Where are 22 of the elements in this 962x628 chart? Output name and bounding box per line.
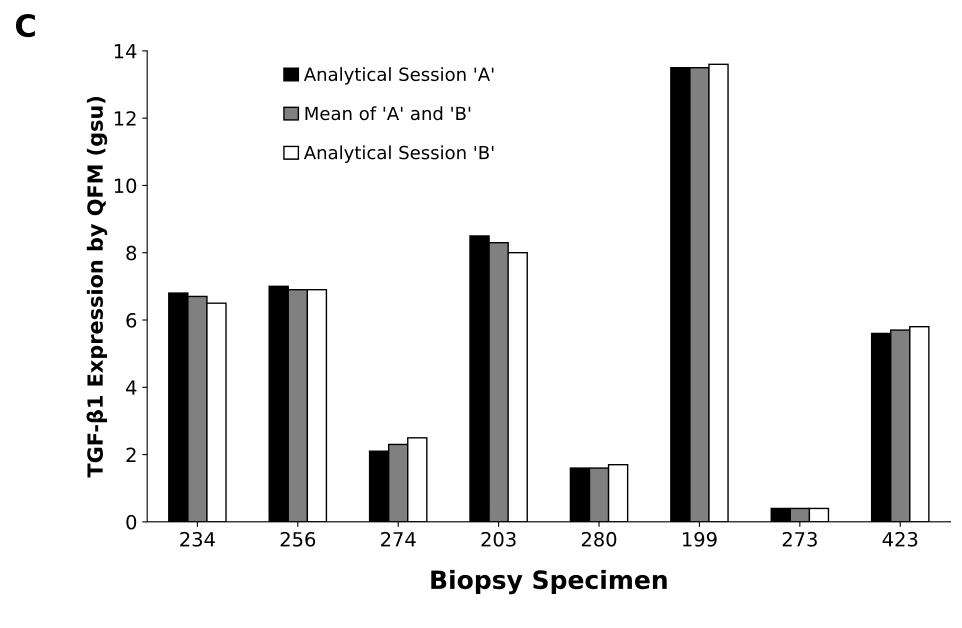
y-tick-label: 12 <box>114 111 136 126</box>
legend-label: Analytical Session 'A' <box>304 67 494 85</box>
legend-label: Mean of 'A' and 'B' <box>306 106 470 120</box>
y-tick-label: 0 <box>126 514 136 530</box>
x-axis-title: Biopsy Specimen <box>431 570 667 594</box>
y-tick-label: 4 <box>126 380 136 395</box>
x-tick-label: 280 <box>582 532 616 547</box>
x-tick-label: 199 <box>683 532 717 547</box>
y-tick-label: 14 <box>114 44 136 58</box>
x-tick-label: 203 <box>481 532 516 547</box>
y-tick-label: 8 <box>126 246 136 260</box>
y-tick-label: 10 <box>114 178 136 194</box>
y-tick-label: 2 <box>126 448 136 462</box>
y-tick-label: 6 <box>126 312 136 328</box>
x-tick-label: 274 <box>381 532 416 546</box>
x-tick-label: 256 <box>280 532 316 547</box>
text: C <box>16 14 35 38</box>
y-axis-title: TGF-β1 Expression by QFM (gsu) <box>86 96 108 478</box>
x-tick-label: 273 <box>782 532 817 547</box>
x-tick-label: 423 <box>882 532 918 547</box>
x-tick-label: 234 <box>180 532 215 547</box>
legend-label: Analytical Session 'B' <box>304 145 494 163</box>
